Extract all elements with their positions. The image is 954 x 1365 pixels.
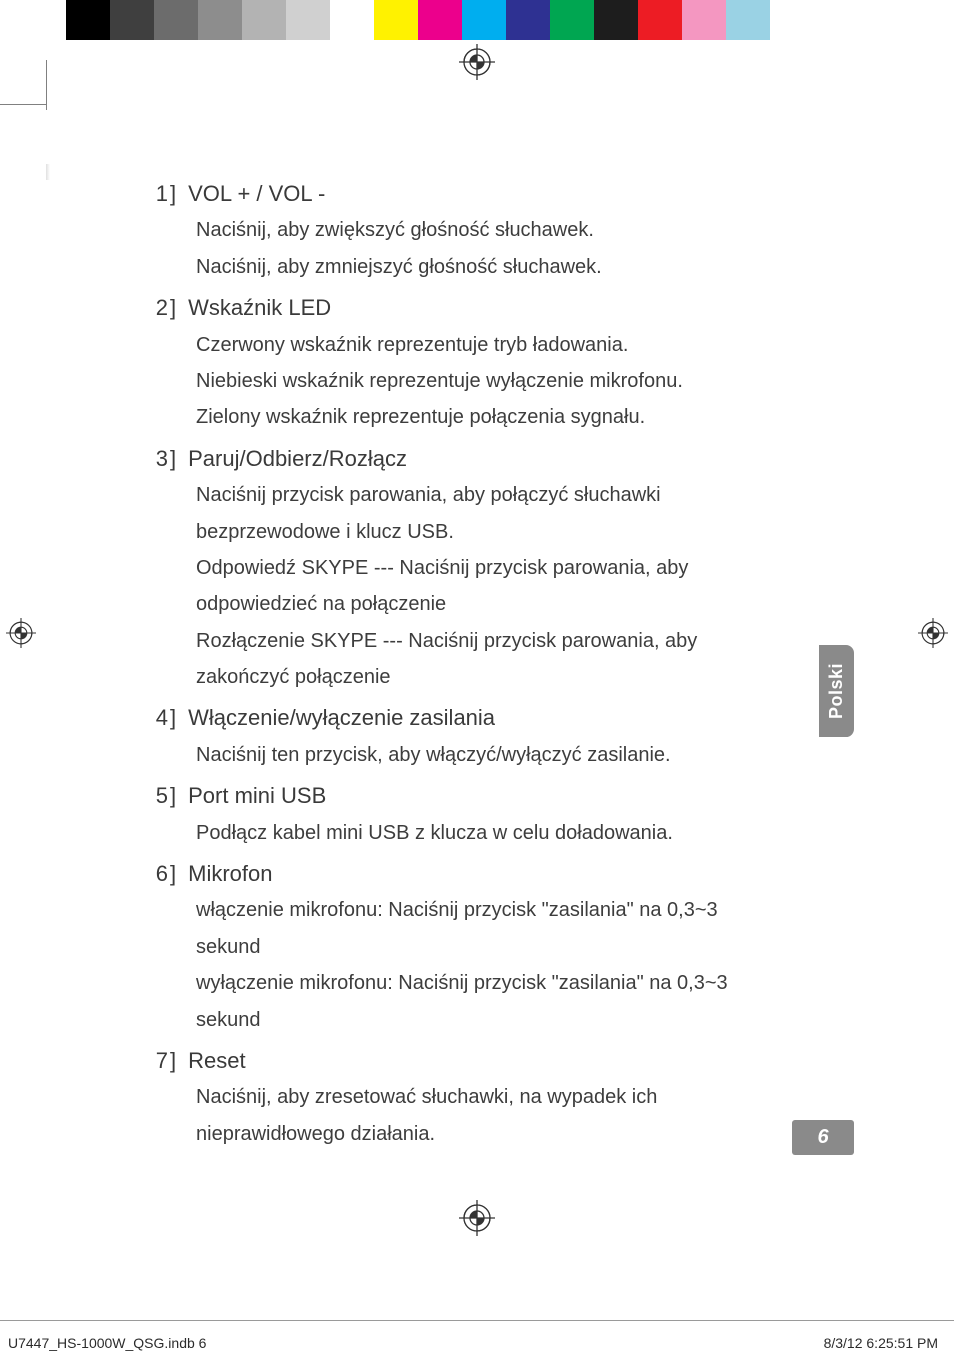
manual-item: 4] Włączenie/wyłączenie zasilaniaNaciśnij… [130,699,780,773]
item-number: 2 [130,289,168,326]
item-header: 6] Mikrofon [130,855,780,892]
edge-shadow [46,164,50,180]
color-swatch [198,0,242,40]
print-color-bar [0,0,954,40]
registration-mark-icon [6,618,36,648]
manual-content: 1] VOL + / VOL -Naciśnij, aby zwiększyć g… [130,175,780,1156]
item-line: włączenie mikrofonu: Naciśnij przycisk "… [196,892,780,965]
item-line: Naciśnij przycisk parowania, aby połączy… [196,477,780,550]
page-number: 6 [792,1120,854,1155]
item-title: Włączenie/wyłączenie zasilania [188,699,495,736]
color-swatch [330,0,374,40]
color-swatch [154,0,198,40]
item-line: Czerwony wskaźnik reprezentuje tryb łado… [196,327,780,363]
item-line: Rozłączenie SKYPE --- Naciśnij przycisk … [196,623,780,696]
item-header: 5] Port mini USB [130,777,780,814]
item-bracket: ] [170,1042,176,1079]
manual-item: 1] VOL + / VOL -Naciśnij, aby zwiększyć g… [130,175,780,285]
color-swatch [550,0,594,40]
item-body: Naciśnij ten przycisk, aby włączyć/wyłąc… [196,737,780,773]
color-swatch [726,0,770,40]
registration-mark-icon [459,1200,495,1236]
color-swatch [638,0,682,40]
color-swatch [682,0,726,40]
item-bracket: ] [170,289,176,326]
item-number: 3 [130,440,168,477]
item-title: Mikrofon [188,855,272,892]
item-bracket: ] [170,777,176,814]
manual-item: 5] Port mini USBPodłącz kabel mini USB z … [130,777,780,851]
item-line: Zielony wskaźnik reprezentuje połączenia… [196,399,780,435]
item-line: Niebieski wskaźnik reprezentuje wyłączen… [196,363,780,399]
footer-file: U7447_HS-1000W_QSG.indb 6 [8,1335,206,1351]
manual-item: 3] Paruj/Odbierz/RozłączNaciśnij przycisk… [130,440,780,696]
color-swatch [374,0,418,40]
item-title: Wskaźnik LED [188,289,331,326]
item-line: Odpowiedź SKYPE --- Naciśnij przycisk pa… [196,550,780,623]
item-body: Podłącz kabel mini USB z klucza w celu d… [196,815,780,851]
item-body: Naciśnij przycisk parowania, aby połączy… [196,477,780,695]
item-title: Port mini USB [188,777,326,814]
item-header: 1] VOL + / VOL - [130,175,780,212]
item-title: Paruj/Odbierz/Rozłącz [188,440,407,477]
registration-mark-icon [459,44,495,80]
item-number: 1 [130,175,168,212]
item-number: 6 [130,855,168,892]
item-line: Podłącz kabel mini USB z klucza w celu d… [196,815,780,851]
item-line: Naciśnij, aby zwiększyć głośność słuchaw… [196,212,780,248]
color-swatch [242,0,286,40]
item-number: 7 [130,1042,168,1079]
item-line: Naciśnij, aby zresetować słuchawki, na w… [196,1079,780,1152]
item-title: VOL + / VOL - [188,175,325,212]
item-header: 2] Wskaźnik LED [130,289,780,326]
color-swatch [594,0,638,40]
registration-mark-icon [918,618,948,648]
item-number: 5 [130,777,168,814]
item-body: Naciśnij, aby zwiększyć głośność słuchaw… [196,212,780,285]
item-line: wyłączenie mikrofonu: Naciśnij przycisk … [196,965,780,1038]
color-swatch [462,0,506,40]
item-bracket: ] [170,175,176,212]
footer-timestamp: 8/3/12 6:25:51 PM [824,1335,938,1351]
item-bracket: ] [170,699,176,736]
item-bracket: ] [170,855,176,892]
item-body: włączenie mikrofonu: Naciśnij przycisk "… [196,892,780,1038]
item-line: Naciśnij ten przycisk, aby włączyć/wyłąc… [196,737,780,773]
item-body: Czerwony wskaźnik reprezentuje tryb łado… [196,327,780,436]
manual-item: 2] Wskaźnik LEDCzerwony wskaźnik reprezen… [130,289,780,436]
manual-item: 7] ResetNaciśnij, aby zresetować słuchawk… [130,1042,780,1152]
crop-tick [46,60,47,110]
item-body: Naciśnij, aby zresetować słuchawki, na w… [196,1079,780,1152]
manual-item: 6] Mikrofonwłączenie mikrofonu: Naciśnij … [130,855,780,1038]
item-header: 4] Włączenie/wyłączenie zasilania [130,699,780,736]
item-title: Reset [188,1042,245,1079]
language-tab: Polski [819,645,854,737]
color-swatch [0,0,66,40]
color-swatch [418,0,462,40]
item-line: Naciśnij, aby zmniejszyć głośność słucha… [196,249,780,285]
print-footer: U7447_HS-1000W_QSG.indb 6 8/3/12 6:25:51… [0,1320,954,1365]
crop-tick [0,104,46,105]
item-bracket: ] [170,440,176,477]
item-number: 4 [130,699,168,736]
item-header: 7] Reset [130,1042,780,1079]
color-swatch [286,0,330,40]
color-swatch [110,0,154,40]
color-swatch [770,0,814,40]
color-swatch [506,0,550,40]
color-swatch [66,0,110,40]
item-header: 3] Paruj/Odbierz/Rozłącz [130,440,780,477]
